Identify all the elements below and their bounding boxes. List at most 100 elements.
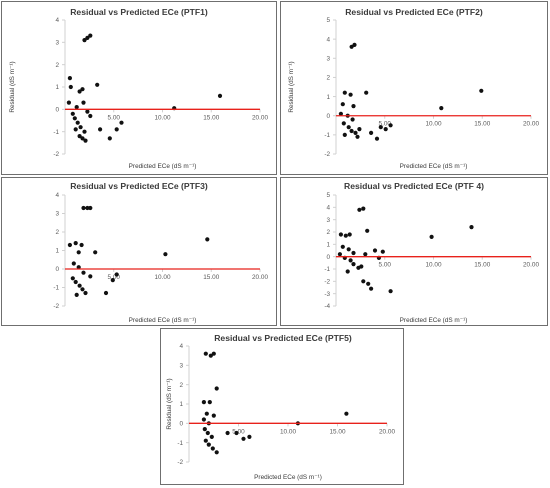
data-point: [70, 276, 75, 281]
x-tick-label: 5.00: [379, 262, 392, 269]
x-axis-label: Predicted ECe (dS m⁻¹): [129, 163, 197, 170]
scatter-chart-ptf1: Residual vs Predicted ECe (PTF1) 4 3 2 1 0 -1 -…: [9, 7, 268, 170]
y-tick-label: 3: [326, 55, 330, 62]
data-point: [73, 241, 78, 246]
x-tick-label: 15.00: [203, 114, 219, 121]
data-point: [209, 434, 214, 439]
y-tick-label: 1: [55, 84, 59, 91]
data-point: [77, 283, 82, 288]
data-point: [88, 33, 93, 38]
data-point: [369, 286, 374, 291]
y-tick-label: 0: [55, 107, 59, 114]
data-point: [357, 127, 362, 132]
y-tick-label: 2: [326, 75, 330, 82]
y-tick-label: 1: [326, 242, 330, 249]
chart-title: Residual vs Predicted ECe (PTF3): [70, 181, 208, 191]
y-tick-label: -1: [177, 440, 183, 447]
data-point: [75, 120, 80, 125]
data-point: [202, 427, 207, 432]
data-point: [469, 225, 474, 230]
y-tick-label: -1: [53, 285, 59, 292]
data-point: [70, 111, 75, 116]
x-tick-label: 20.00: [523, 262, 539, 269]
data-point: [119, 120, 124, 125]
y-tick-label: 1: [55, 248, 59, 255]
data-point: [349, 128, 354, 134]
scatter-chart-ptf3: Residual vs Predicted ECe (PTF3) 4 3 2 1 0 -1 -…: [53, 181, 268, 324]
y-tick-label: 5: [326, 17, 330, 24]
data-point: [76, 265, 81, 270]
x-axis-label: Predicted ECe (dS m⁻¹): [254, 474, 322, 481]
data-point: [344, 411, 349, 416]
x-tick-label: 15.00: [330, 428, 346, 435]
y-tick-label: -2: [53, 303, 59, 310]
data-point: [201, 400, 206, 405]
data-point: [201, 417, 206, 422]
data-point: [95, 82, 100, 87]
data-point: [107, 136, 112, 141]
data-point: [361, 279, 366, 284]
y-tick-label: -2: [53, 151, 59, 158]
y-tick-label: 2: [55, 62, 59, 69]
data-point: [388, 123, 393, 128]
x-tick-label: 5.00: [232, 428, 245, 435]
data-point: [369, 130, 374, 135]
data-point: [439, 106, 444, 111]
y-tick-label: -2: [324, 279, 330, 286]
data-point: [338, 232, 343, 237]
y-tick-label: 3: [179, 363, 183, 370]
chart-panel-ptf2: Residual vs Predicted ECe (PTF2) 5 4 3 2 1 0 -1…: [280, 1, 548, 175]
y-tick-label: 3: [55, 211, 59, 218]
data-point: [350, 117, 355, 122]
data-point: [203, 351, 208, 356]
y-tick-label: 0: [179, 421, 183, 428]
data-point: [383, 127, 388, 132]
data-point: [217, 93, 223, 98]
x-tick-label: 10.00: [155, 274, 171, 281]
y-tick-label: 2: [326, 229, 330, 236]
data-point: [429, 234, 434, 239]
data-point: [205, 430, 210, 436]
data-point: [67, 76, 72, 81]
y-tick-label: 0: [55, 266, 59, 273]
data-point: [357, 207, 362, 212]
chart-panel-ptf3: Residual vs Predicted ECe (PTF3) 4 3 2 1 0 -1 -…: [1, 177, 277, 326]
data-point: [78, 125, 83, 130]
data-point: [77, 134, 82, 139]
data-point: [93, 250, 98, 255]
data-point: [234, 430, 239, 436]
x-tick-label: 10.00: [155, 114, 171, 121]
data-point: [82, 38, 87, 43]
y-tick-label: -1: [324, 266, 330, 273]
data-point: [81, 205, 86, 211]
data-point: [207, 400, 212, 405]
data-point: [85, 109, 90, 114]
data-point: [380, 249, 385, 254]
data-point: [343, 233, 348, 238]
data-point: [80, 287, 85, 292]
y-tick-label: -1: [324, 132, 330, 139]
data-point: [351, 250, 356, 256]
y-axis-label: Residual (dS m⁻¹): [166, 378, 173, 429]
chart-panel-ptf5: Residual vs Predicted ECe (PTF5) 4 3 2 1 0 -1 -…: [160, 328, 404, 485]
data-point: [83, 138, 88, 143]
data-point: [81, 100, 86, 105]
y-tick-label: 2: [55, 229, 59, 236]
data-point: [114, 272, 119, 277]
data-point: [364, 90, 369, 95]
data-point: [83, 290, 88, 296]
x-tick-label: 20.00: [523, 121, 539, 128]
data-point: [79, 242, 84, 248]
data-point: [378, 125, 383, 130]
data-point: [211, 413, 216, 418]
data-point: [374, 136, 380, 141]
data-point: [351, 104, 356, 109]
data-point: [203, 438, 208, 443]
data-point: [81, 270, 86, 275]
y-tick-label: 4: [326, 205, 330, 212]
data-point: [80, 87, 85, 92]
x-tick-label: 5.00: [379, 121, 392, 128]
data-point: [340, 244, 345, 249]
data-point: [85, 205, 90, 211]
data-point: [225, 430, 230, 436]
